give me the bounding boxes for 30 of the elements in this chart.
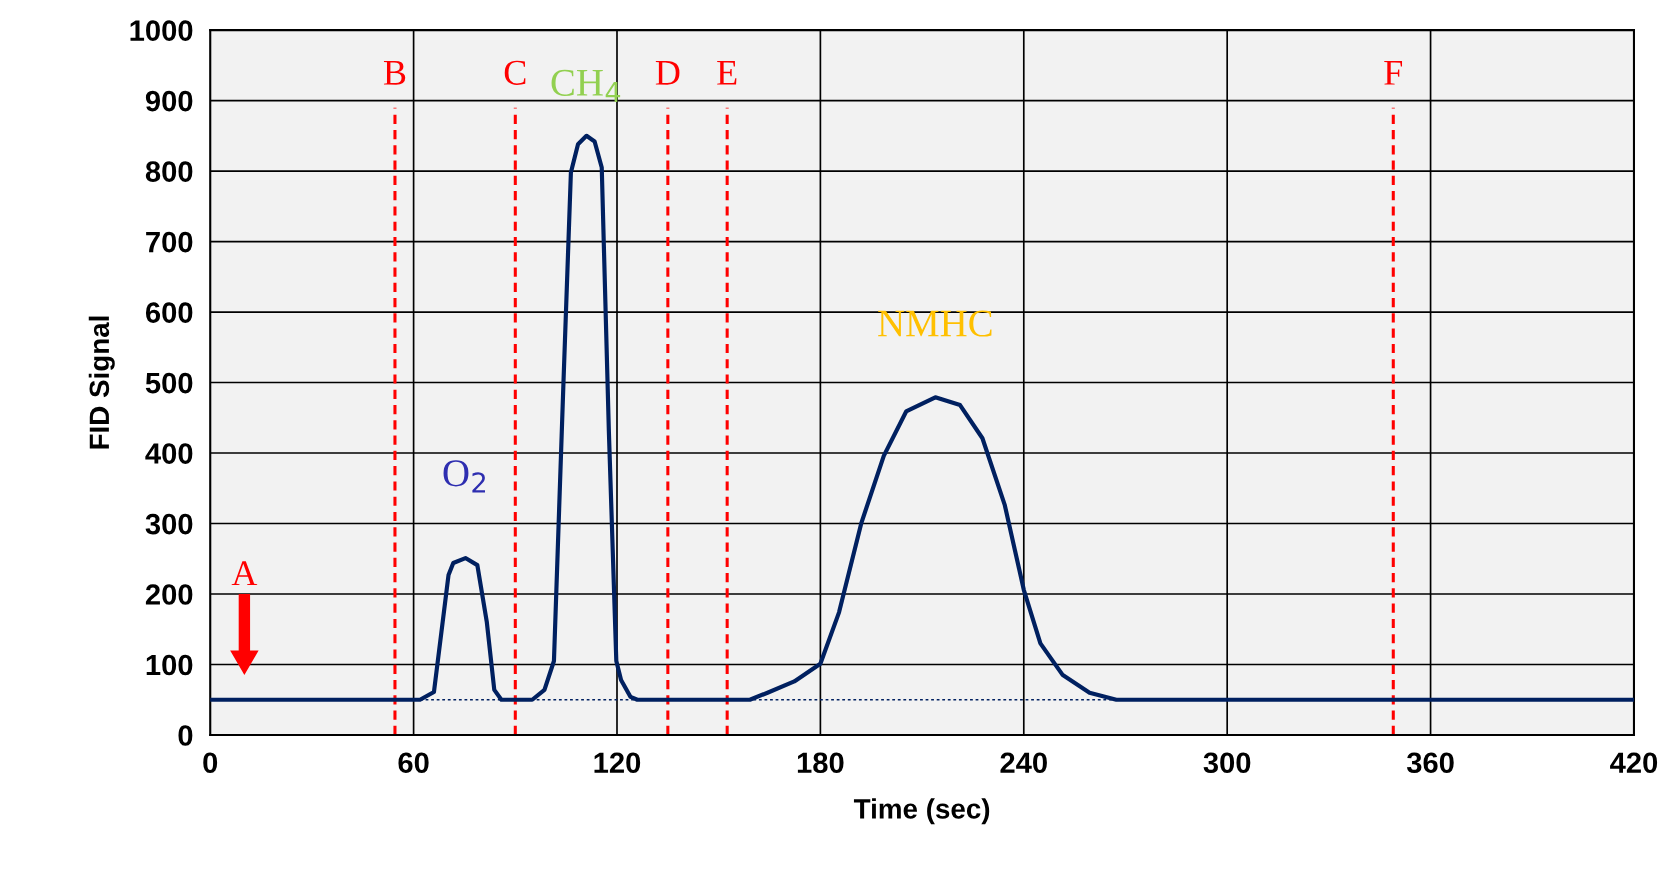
x-tick-label: 300 bbox=[1203, 752, 1251, 774]
ref-line-label: C bbox=[504, 60, 526, 85]
y-tick-label: 200 bbox=[145, 584, 193, 605]
y-tick-label: 0 bbox=[178, 725, 193, 746]
y-tick-label: 1000 bbox=[130, 20, 193, 41]
x-tick-label: 60 bbox=[398, 752, 429, 774]
y-tick-label: 400 bbox=[145, 443, 193, 464]
annotation: NMHC bbox=[878, 310, 992, 337]
ref-line-label: B bbox=[383, 60, 406, 85]
x-tick-label: 180 bbox=[797, 752, 844, 774]
y-tick-label: 500 bbox=[145, 372, 193, 394]
y-tick-label: 300 bbox=[145, 513, 193, 535]
ref-line-label: D bbox=[655, 60, 680, 85]
y-tick-label: 900 bbox=[145, 90, 193, 112]
x-tick-label: 0 bbox=[203, 752, 218, 774]
ref-line-label: F bbox=[1384, 60, 1403, 85]
x-tick-label: 240 bbox=[1000, 752, 1047, 774]
ref-line-label: E bbox=[717, 60, 737, 85]
annotation: A bbox=[231, 561, 258, 586]
y-tick-label: 600 bbox=[145, 302, 193, 323]
y-tick-label: 700 bbox=[146, 231, 193, 253]
y-tick-label: 800 bbox=[145, 161, 193, 182]
x-axis-title: Time (sec) bbox=[853, 798, 990, 825]
x-tick-label: 120 bbox=[594, 752, 641, 774]
line-series bbox=[210, 133, 1634, 702]
x-tick-label: 420 bbox=[1610, 752, 1658, 774]
y-axis-title: FID Signal bbox=[88, 316, 115, 449]
x-tick-label: 360 bbox=[1406, 752, 1454, 774]
annotation: O$_{2}$ bbox=[443, 460, 485, 493]
y-tick-label: 100 bbox=[146, 654, 193, 676]
